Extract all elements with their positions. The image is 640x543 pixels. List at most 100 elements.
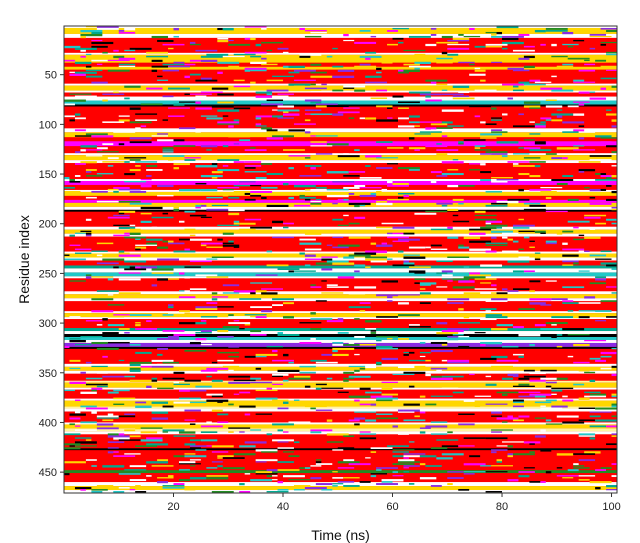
- frame-cell: [485, 27, 497, 30]
- frame-cell: [283, 314, 294, 316]
- frame-cell: [512, 69, 530, 72]
- frame-cell: [589, 97, 607, 100]
- frame-cell: [529, 302, 546, 305]
- frame-cell: [288, 479, 311, 481]
- frame-cell: [96, 417, 119, 419]
- frame-cell: [474, 288, 497, 290]
- frame-cell: [584, 59, 590, 62]
- frame-cell: [184, 489, 196, 491]
- frame-cell: [299, 341, 322, 344]
- frame-cell: [469, 274, 492, 277]
- frame-cell: [184, 248, 190, 251]
- frame-cell: [250, 306, 273, 309]
- frame-cell: [458, 141, 464, 144]
- frame-cell: [151, 417, 169, 420]
- frame-cell: [162, 155, 185, 157]
- frame-cell: [343, 39, 355, 42]
- band-22: [64, 153, 617, 156]
- frame-cell: [217, 465, 223, 468]
- frame-cell: [611, 222, 617, 225]
- frame-cell: [255, 397, 278, 400]
- frame-cell: [430, 123, 448, 126]
- frame-cell: [611, 403, 617, 406]
- frame-cell: [299, 194, 305, 197]
- frame-cell: [74, 399, 81, 402]
- frame-cell: [556, 345, 563, 348]
- frame-cell: [255, 274, 278, 276]
- frame-cell: [567, 310, 574, 312]
- frame-cell: [326, 320, 344, 323]
- frame-cell: [162, 69, 179, 72]
- band-43: [64, 257, 617, 261]
- frame-cell: [452, 85, 470, 88]
- frame-cell: [162, 361, 179, 364]
- band-52: [64, 298, 617, 302]
- frame-cell: [474, 89, 497, 92]
- frame-cell: [474, 147, 481, 149]
- frame-cell: [381, 61, 393, 64]
- frame-cell: [64, 389, 75, 392]
- y-tick-label-250: 250: [39, 268, 57, 280]
- frame-cell: [96, 147, 108, 150]
- frame-cell: [162, 151, 174, 153]
- frame-cell: [387, 292, 409, 294]
- frame-cell: [266, 387, 273, 390]
- frame-cell: [129, 266, 136, 269]
- frame-cell: [337, 155, 360, 158]
- frame-cell: [496, 200, 519, 204]
- frame-cell: [113, 186, 130, 190]
- frame-cell: [255, 234, 278, 236]
- frame-cell: [118, 119, 130, 122]
- frame-cell: [354, 423, 360, 426]
- frame-cell: [277, 481, 284, 484]
- frame-cell: [173, 381, 179, 384]
- frame-cell: [447, 298, 470, 301]
- frame-cell: [458, 489, 470, 491]
- frame-cell: [403, 194, 409, 198]
- frame-cell: [140, 266, 158, 269]
- band-45: [64, 265, 617, 269]
- frame-cell: [217, 169, 240, 172]
- frame-cell: [228, 322, 251, 325]
- frame-cell: [102, 332, 119, 335]
- frame-cell: [113, 214, 130, 217]
- frame-cell: [244, 441, 267, 444]
- frame-cell: [69, 73, 86, 76]
- frame-cell: [474, 218, 497, 221]
- frame-cell: [211, 461, 223, 463]
- frame-cell: [310, 67, 316, 70]
- frame-cell: [600, 300, 617, 302]
- frame-cell: [540, 232, 546, 234]
- frame-cell: [392, 475, 404, 477]
- frame-cell: [228, 43, 251, 46]
- frame-cell: [217, 457, 223, 459]
- frame-cell: [96, 324, 103, 326]
- frame-cell: [545, 423, 563, 425]
- frame-cell: [118, 143, 125, 146]
- frame-cell: [217, 359, 234, 362]
- frame-cell: [376, 167, 393, 169]
- frame-cell: [272, 304, 284, 307]
- frame-cell: [272, 423, 294, 426]
- frame-cell: [64, 186, 75, 189]
- frame-cell: [195, 101, 201, 104]
- frame-cell: [606, 425, 617, 428]
- frame-cell: [573, 149, 596, 151]
- frame-cell: [502, 250, 519, 253]
- band-5: [64, 54, 617, 63]
- frame-cell: [469, 248, 492, 251]
- frame-cell: [157, 353, 163, 356]
- frame-cell: [348, 365, 366, 368]
- frame-cell: [69, 417, 81, 420]
- band-47: [64, 272, 617, 277]
- frame-cell: [540, 304, 552, 306]
- frame-cell: [80, 149, 86, 152]
- frame-cell: [578, 250, 585, 253]
- plot-area: [64, 26, 617, 493]
- frame-cell: [480, 264, 503, 267]
- frame-cell: [343, 198, 349, 201]
- frame-cell: [217, 27, 223, 31]
- frame-cell: [244, 314, 267, 316]
- band-3: [64, 37, 617, 53]
- frame-cell: [310, 202, 322, 205]
